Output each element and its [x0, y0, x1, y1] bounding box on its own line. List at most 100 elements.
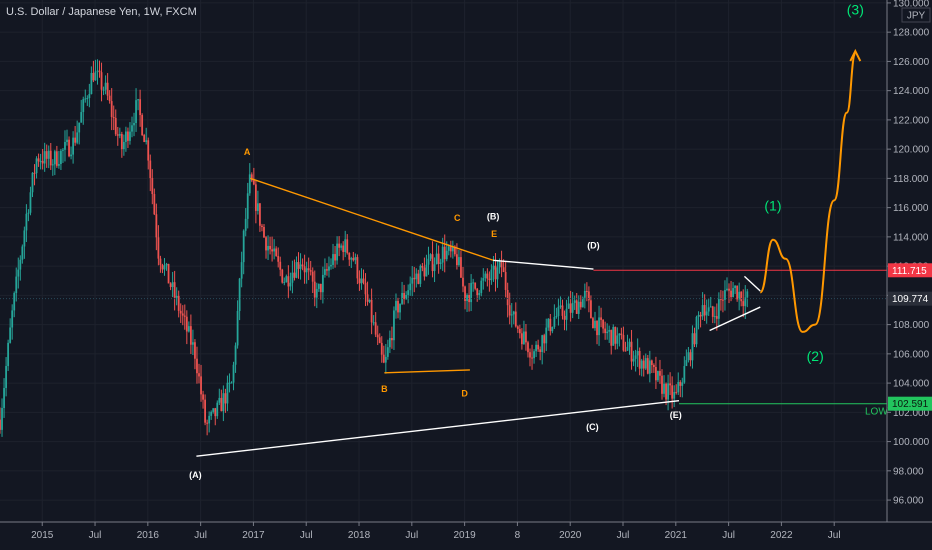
- candle-body: [133, 122, 135, 126]
- candle-body: [100, 72, 103, 90]
- candle-body: [711, 306, 714, 317]
- candle-body: [581, 297, 584, 308]
- currency-box[interactable]: [901, 7, 931, 23]
- candle-body: [80, 112, 83, 123]
- candle-body: [604, 328, 607, 334]
- trend-line[interactable]: [493, 259, 594, 270]
- level-label: LOW: [865, 407, 888, 418]
- candle-body: [149, 160, 152, 179]
- candle-body: [92, 72, 95, 81]
- candle-body: [537, 344, 540, 350]
- candle-body: [415, 273, 418, 280]
- candle-body: [435, 253, 438, 265]
- candle-body: [675, 391, 678, 393]
- candle-body: [289, 282, 292, 287]
- candle-body: [218, 397, 221, 403]
- candle-body: [425, 264, 428, 277]
- candle-body: [271, 249, 274, 252]
- candle-body: [667, 383, 669, 400]
- candle-body: [382, 354, 385, 363]
- candle-body: [547, 318, 550, 328]
- candle-body: [135, 100, 137, 123]
- candle-body: [717, 299, 720, 319]
- x-tick-label: 2019: [453, 530, 476, 541]
- candle-body: [254, 184, 257, 211]
- candle-body: [719, 299, 722, 301]
- candle-body: [429, 254, 432, 259]
- candle-body: [693, 333, 696, 345]
- candle-body: [590, 300, 592, 319]
- trend-line[interactable]: [709, 306, 761, 332]
- candle-body: [76, 132, 79, 143]
- candle-body: [163, 265, 166, 270]
- candle-body: [399, 303, 401, 313]
- candle-body: [565, 308, 568, 320]
- candle-body: [167, 263, 170, 284]
- candle-body: [206, 422, 209, 424]
- candle-body: [354, 257, 357, 261]
- candle-body: [27, 212, 30, 214]
- candle-body: [49, 150, 52, 166]
- trend-line[interactable]: [250, 177, 494, 261]
- candle-body: [240, 262, 243, 279]
- candle-body: [305, 268, 308, 273]
- candle-body: [120, 134, 123, 150]
- y-tick-label: 124.000: [893, 86, 930, 97]
- candle-body: [551, 326, 554, 332]
- candle-body: [29, 192, 32, 213]
- candle-body: [673, 391, 676, 399]
- candle-body: [439, 262, 442, 264]
- candle-body: [62, 149, 64, 151]
- candle-body: [624, 350, 627, 352]
- candle-body: [738, 291, 741, 300]
- candle-body: [303, 266, 306, 273]
- candle-body: [476, 288, 479, 296]
- candle-body: [393, 310, 395, 341]
- candle-body: [713, 316, 716, 318]
- trend-line[interactable]: [743, 275, 761, 292]
- candle-body: [512, 311, 515, 315]
- candle-body: [370, 299, 373, 323]
- y-tick-label: 102.000: [893, 408, 930, 419]
- candle-body: [395, 301, 397, 311]
- candle-body: [474, 282, 477, 289]
- candle-body: [1, 407, 3, 430]
- candle-body: [137, 99, 139, 101]
- candle-body: [261, 225, 263, 228]
- wave-label: (E): [670, 410, 682, 420]
- y-tick-label: 130.000: [893, 0, 930, 9]
- candle-body: [407, 290, 410, 295]
- candle-body: [153, 194, 156, 215]
- wave-target-label: (3): [847, 2, 864, 18]
- candle-body: [563, 315, 566, 320]
- candle-body: [740, 291, 743, 302]
- candle-body: [685, 360, 688, 367]
- candle-body: [55, 151, 58, 166]
- trend-line[interactable]: [384, 369, 470, 374]
- candle-body: [352, 257, 355, 261]
- candle-body: [179, 310, 182, 314]
- y-tick-label: 98.000: [893, 466, 924, 477]
- candle-body: [246, 193, 249, 219]
- candle-body: [72, 137, 75, 155]
- candle-body: [596, 320, 598, 336]
- price-tag: 111.715: [888, 263, 932, 278]
- x-tick-label: 2021: [665, 530, 688, 541]
- candle-body: [307, 268, 310, 271]
- candle-body: [102, 89, 105, 91]
- candle-body: [443, 246, 446, 260]
- candle-body: [523, 331, 525, 345]
- candle-body: [336, 243, 338, 261]
- candle-body: [484, 273, 487, 279]
- candle-body: [3, 387, 5, 408]
- candle-body: [173, 282, 176, 298]
- candle-body: [0, 419, 1, 430]
- candle-body: [417, 273, 420, 284]
- wave-projection-path[interactable]: [759, 53, 857, 333]
- candle-body: [70, 154, 72, 157]
- candle-body: [161, 264, 164, 270]
- wave-label: (D): [587, 241, 600, 251]
- trend-line[interactable]: [196, 399, 680, 457]
